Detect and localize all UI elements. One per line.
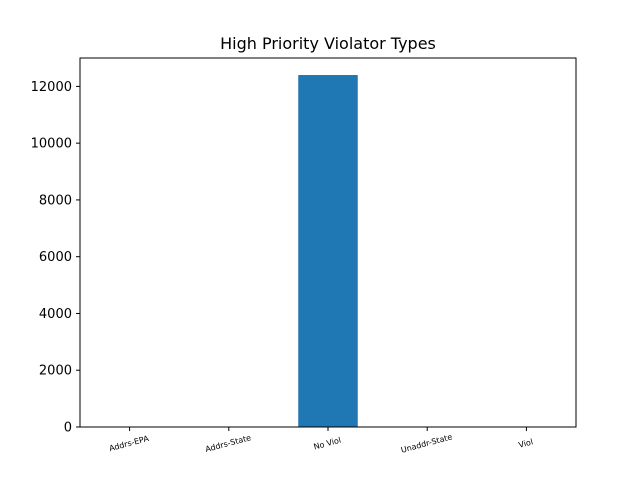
y-tick-label: 12000 — [31, 80, 72, 95]
y-tick-label: 8000 — [39, 193, 72, 208]
y-tick-label: 10000 — [31, 137, 72, 152]
bars-group — [298, 75, 358, 428]
x-axis: Addrs-EPA Addrs-State No Viol Unaddr-State V… — [108, 427, 534, 455]
y-tick-label: 4000 — [39, 307, 72, 322]
x-tick-label: Addrs-EPA — [108, 434, 150, 453]
chart-title: High Priority Violator Types — [220, 34, 436, 53]
x-tick-label: Viol — [518, 437, 534, 449]
y-tick-label: 2000 — [39, 364, 72, 379]
y-tick-label: 6000 — [39, 250, 72, 265]
plot-frame — [79, 57, 577, 428]
y-axis: 0 2000 4000 6000 8000 10000 12000 — [31, 80, 80, 436]
x-tick-label: Addrs-State — [204, 433, 252, 454]
y-tick-label: 0 — [64, 421, 72, 436]
x-tick-label: No Viol — [313, 436, 342, 452]
bar-no-viol — [298, 75, 358, 428]
x-tick-label: Unaddr-State — [400, 432, 453, 454]
